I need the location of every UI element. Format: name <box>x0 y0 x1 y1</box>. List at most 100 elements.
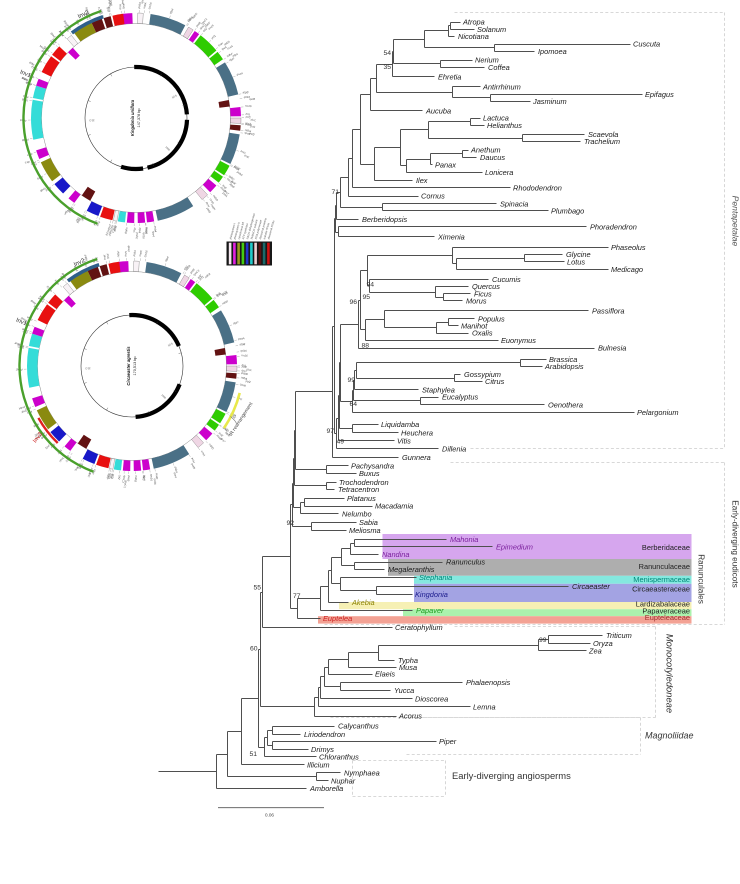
svg-text:ycf1: ycf1 <box>106 6 110 13</box>
svg-text:Eupteleaceae: Eupteleaceae <box>645 613 690 622</box>
svg-text:51: 51 <box>249 751 257 758</box>
svg-text:ycf2: ycf2 <box>33 431 41 438</box>
svg-text:trnH: trnH <box>123 250 128 257</box>
svg-text:ycf2: ycf2 <box>248 131 255 137</box>
svg-text:trnH: trnH <box>118 3 122 9</box>
svg-text:Illicium: Illicium <box>307 761 330 770</box>
svg-text:Zea: Zea <box>588 647 602 656</box>
svg-text:psaB: psaB <box>20 316 28 323</box>
svg-text:ccsA: ccsA <box>226 44 233 50</box>
svg-text:rps7: rps7 <box>223 189 230 196</box>
svg-text:Sabia: Sabia <box>359 518 378 527</box>
svg-text:rrn16: rrn16 <box>104 229 110 237</box>
svg-text:clpP: clpP <box>233 320 239 325</box>
svg-text:ycf1: ycf1 <box>44 444 52 451</box>
svg-text:atpA: atpA <box>138 227 143 233</box>
svg-text:Spinacia: Spinacia <box>500 199 528 208</box>
svg-text:Papaveraceae: Papaveraceae <box>642 607 690 616</box>
svg-text:rbcL: rbcL <box>132 227 137 234</box>
svg-text:Ficus: Ficus <box>474 289 492 298</box>
svg-text:petB: petB <box>120 0 124 5</box>
svg-text:psaB: psaB <box>215 433 223 441</box>
svg-text:rbcL: rbcL <box>246 367 253 372</box>
svg-text:psbE: psbE <box>233 163 241 171</box>
svg-text:rps16: rps16 <box>150 474 154 482</box>
svg-text:rps7: rps7 <box>241 368 248 373</box>
svg-text:rpoC1: rpoC1 <box>123 480 129 489</box>
svg-text:petB: petB <box>205 206 212 214</box>
svg-text:Inv2: Inv2 <box>73 258 86 269</box>
svg-text:Circaeaster agrestis: Circaeaster agrestis <box>126 346 131 386</box>
svg-text:Amborella: Amborella <box>309 784 343 793</box>
svg-text:trnE: trnE <box>218 431 224 438</box>
svg-text:60: 60 <box>250 645 258 652</box>
svg-text:Elaeis: Elaeis <box>375 670 395 679</box>
svg-text:rpl20: rpl20 <box>228 174 236 181</box>
svg-text:92: 92 <box>286 520 294 527</box>
svg-text:Pachysandra: Pachysandra <box>351 461 394 470</box>
svg-text:rpl2: rpl2 <box>86 472 92 478</box>
svg-text:Manihot: Manihot <box>461 322 488 331</box>
svg-text:Scaevola: Scaevola <box>588 130 618 139</box>
svg-text:atpA: atpA <box>164 255 170 262</box>
svg-text:trnG: trnG <box>236 395 243 401</box>
svg-text:ycf2: ycf2 <box>244 114 251 119</box>
svg-text:ndhA: ndhA <box>241 375 249 381</box>
svg-text:ndhF: ndhF <box>105 473 111 481</box>
svg-text:petB: petB <box>126 245 131 252</box>
svg-text:Dillenia: Dillenia <box>442 445 466 454</box>
svg-text:ndhF: ndhF <box>116 250 120 257</box>
svg-text:Menispermaceae: Menispermaceae <box>633 575 690 584</box>
svg-text:rpl16: rpl16 <box>142 232 147 239</box>
svg-text:Daucus: Daucus <box>480 153 505 162</box>
svg-text:Phoradendron: Phoradendron <box>590 223 637 232</box>
svg-text:psbA: psbA <box>21 76 30 83</box>
svg-text:50.5: 50.5 <box>167 341 174 347</box>
svg-text:ycf1: ycf1 <box>209 33 217 40</box>
svg-text:psbA: psbA <box>173 465 179 473</box>
svg-text:rpl16: rpl16 <box>244 95 251 99</box>
svg-text:Circaeasteraceae: Circaeasteraceae <box>632 585 690 594</box>
svg-text:Ranunculus: Ranunculus <box>446 558 485 567</box>
svg-text:Cucumis: Cucumis <box>492 275 521 284</box>
svg-text:Calycanthus: Calycanthus <box>338 722 379 731</box>
svg-text:Musa: Musa <box>399 663 417 672</box>
svg-text:matK: matK <box>210 203 217 211</box>
svg-text:rbcL: rbcL <box>24 160 31 165</box>
svg-text:psbB: psbB <box>244 122 252 128</box>
svg-text:Lactuca: Lactuca <box>483 114 509 123</box>
svg-text:Coffea: Coffea <box>488 63 510 72</box>
svg-text:rpoC1: rpoC1 <box>200 17 209 26</box>
svg-text:Early-diverging angiosperms: Early-diverging angiosperms <box>452 770 571 781</box>
svg-text:Staphylea: Staphylea <box>422 386 455 395</box>
svg-text:rps4: rps4 <box>216 292 223 298</box>
svg-text:Liriodendron: Liriodendron <box>304 730 345 739</box>
svg-text:matK: matK <box>144 227 149 234</box>
svg-text:ribosomal RNAs: ribosomal RNAs <box>267 219 276 239</box>
svg-text:trnH: trnH <box>57 456 64 463</box>
svg-text:atpA: atpA <box>168 8 174 15</box>
svg-text:Tetracentron: Tetracentron <box>338 485 379 494</box>
svg-text:ccsA: ccsA <box>200 450 207 457</box>
svg-text:clpP: clpP <box>63 209 70 216</box>
svg-text:Panax: Panax <box>435 160 456 169</box>
svg-text:rps4: rps4 <box>107 473 113 480</box>
svg-text:rbcL: rbcL <box>250 118 256 123</box>
svg-text:ccsA: ccsA <box>221 291 228 298</box>
svg-text:rrn16: rrn16 <box>245 104 252 108</box>
svg-text:Inv1: Inv1 <box>15 318 28 328</box>
svg-text:Drimys: Drimys <box>311 745 334 754</box>
svg-text:ndhA: ndhA <box>245 128 253 134</box>
svg-text:ycf2: ycf2 <box>240 364 247 369</box>
svg-text:atpA: atpA <box>76 217 83 224</box>
svg-text:petB: petB <box>49 32 56 40</box>
svg-text:rpl2: rpl2 <box>117 474 122 480</box>
svg-text:ribosomal proteins: ribosomal proteins <box>258 217 268 240</box>
svg-text:trnL: trnL <box>245 112 251 117</box>
svg-text:petA: petA <box>221 190 229 198</box>
svg-text:Ilex: Ilex <box>416 176 428 185</box>
svg-text:77: 77 <box>293 593 301 600</box>
svg-text:rpl20: rpl20 <box>221 289 229 296</box>
svg-text:psbE: psbE <box>135 231 140 239</box>
svg-text:Early-diverging eudicots: Early-diverging eudicots <box>731 500 740 587</box>
